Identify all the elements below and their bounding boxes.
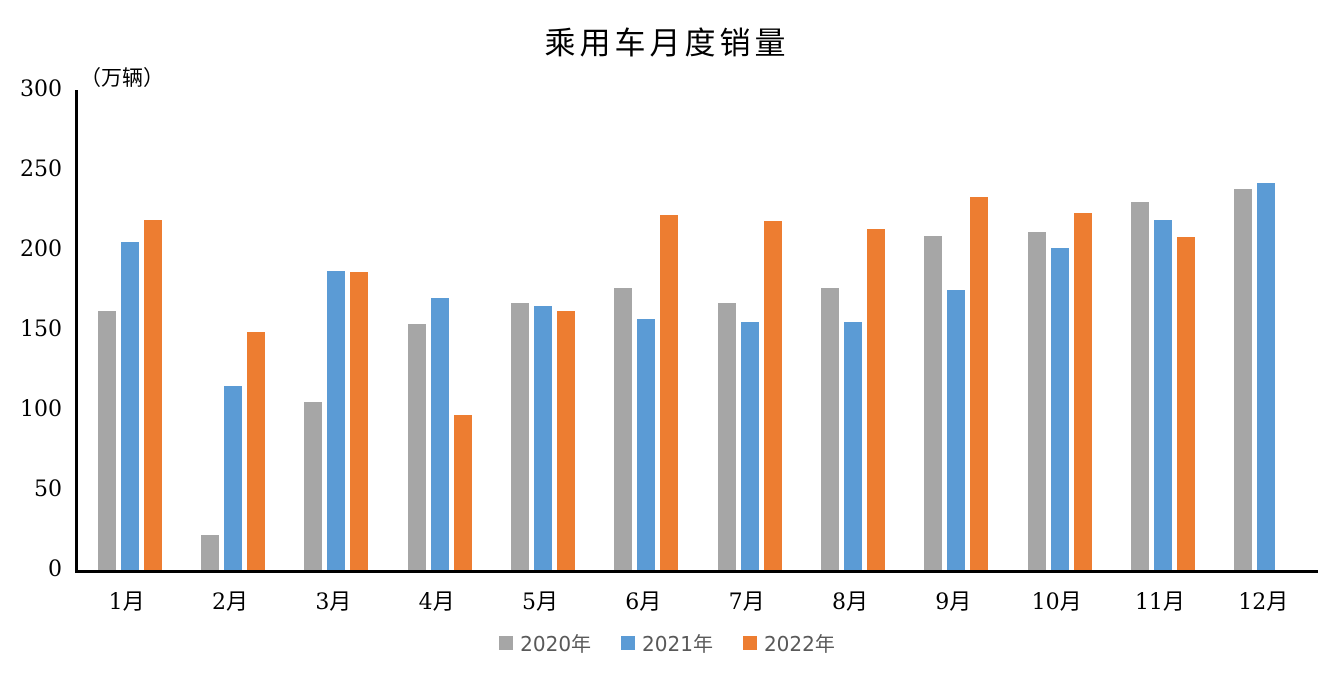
y-axis-unit-label: （万辆） [80,66,164,90]
x-axis-label-9月: 9月 [935,590,972,615]
bar-2021年-5月 [533,306,552,570]
x-axis-label-6月: 6月 [625,590,662,615]
bar-2022年-5月 [556,310,575,570]
y-axis-tick-label: 50 [34,477,62,503]
legend-label: 2020年 [520,632,592,656]
bar-2021年-1月 [120,242,139,570]
legend-label: 2021年 [642,632,713,656]
y-axis-tick-label: 150 [20,317,62,342]
bar-group-10月 [1008,90,1111,570]
legend: 2020年 2021年 2022年 [0,628,1334,657]
bar-2021年-6月 [637,318,656,570]
bar-group-5月 [491,90,594,570]
chart-title: 乘用车月度销量 [544,26,790,62]
legend-label: 2022年 [763,632,835,656]
bar-group-1月 [78,90,181,570]
bar-2022年-10月 [1073,213,1092,570]
bar-group-8月 [801,90,904,570]
x-axis-labels: 1月 2月 3月 4月 5月 6月 7月 8月 9月 10月 11月 12月 [75,584,1315,616]
bar-2020年-3月 [304,402,323,570]
y-axis-tick-label: 100 [20,397,62,423]
legend-swatch-icon [742,635,757,650]
legend-swatch-icon [621,635,636,650]
bar-group-11月 [1111,90,1214,570]
bar-group-9月 [905,90,1008,570]
bar-2020年-6月 [614,288,633,570]
x-axis-label-7月: 7月 [728,590,765,615]
bar-2022年-6月 [660,214,679,570]
plot-area [75,90,1318,573]
y-axis-tick-label: 200 [20,237,62,263]
bar-2021年-10月 [1050,248,1069,570]
x-axis-label-3月: 3月 [315,590,352,615]
bar-2021年-12月 [1257,182,1276,570]
legend-item-2021年: 2021年 [621,628,713,657]
y-axis-tick-label: 0 [48,557,62,582]
bar-2021年-2月 [223,386,242,570]
legend-swatch-icon [499,635,514,650]
bar-2020年-2月 [200,534,219,570]
bar-2020年-8月 [820,288,839,570]
bar-2022年-11月 [1176,237,1195,570]
bar-2021年-7月 [740,322,759,570]
bar-2022年-8月 [866,229,885,570]
bar-2020年-10月 [1027,232,1046,570]
bar-2022年-3月 [350,272,369,570]
bar-2022年-9月 [970,197,989,570]
bar-2020年-4月 [407,323,426,570]
x-axis-label-12月: 12月 [1238,590,1289,615]
plot-bars [78,90,1318,570]
bar-2022年-7月 [763,221,782,570]
bar-2022年-2月 [246,331,265,570]
x-axis-label-11月: 11月 [1134,590,1185,615]
y-axis-tick-label: 300 [20,77,62,102]
bar-2021年-8月 [843,322,862,570]
legend-item-2020年: 2020年 [499,628,591,657]
bar-2020年-1月 [97,310,116,570]
x-axis-label-4月: 4月 [418,590,455,615]
bar-group-4月 [388,90,491,570]
bar-2022年-1月 [143,219,162,570]
bar-2021年-3月 [327,270,346,570]
x-axis-label-8月: 8月 [831,590,868,615]
x-axis-label-2月: 2月 [211,590,248,615]
legend-item-2022年: 2022年 [742,628,835,657]
bar-2020年-7月 [717,302,736,570]
bar-2020年-5月 [510,302,529,570]
bar-group-6月 [595,90,698,570]
bar-2021年-11月 [1153,219,1172,570]
bar-group-3月 [285,90,388,570]
x-axis-label-10月: 10月 [1031,590,1082,615]
bar-2020年-9月 [924,235,943,570]
y-axis-tick-labels: 0 50 100 150 200 250 300 [0,79,62,581]
bar-2020年-11月 [1130,202,1149,570]
bar-group-7月 [698,90,801,570]
bar-2020年-12月 [1234,189,1253,570]
x-axis-label-1月: 1月 [108,590,145,615]
bar-2022年-4月 [453,414,472,570]
bar-2021年-4月 [430,298,449,570]
bar-2021年-9月 [947,290,966,570]
y-axis-tick-label: 250 [20,157,62,182]
bar-group-2月 [181,90,284,570]
x-axis-label-5月: 5月 [521,590,558,615]
bar-group-12月 [1215,90,1318,570]
